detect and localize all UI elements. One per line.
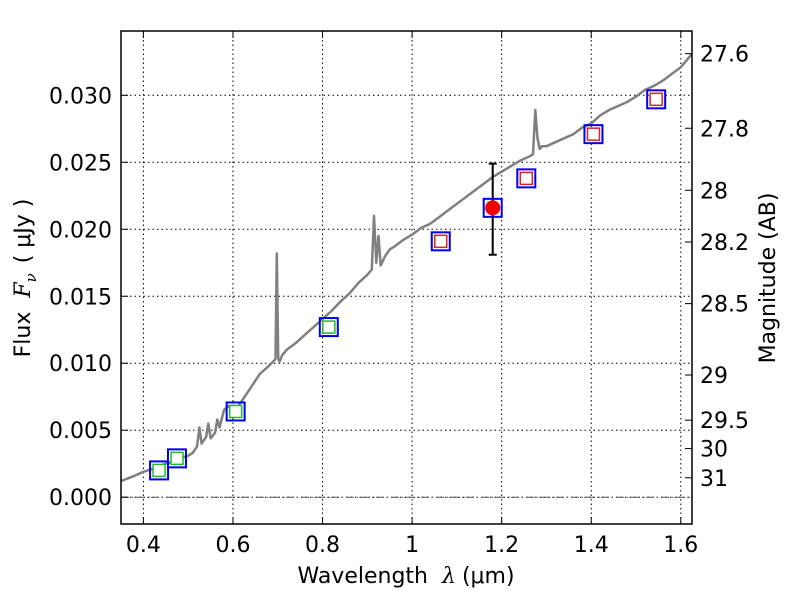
y-axis-ticks: 0.000 0.005 0.010 0.015 0.020 0.025 0.030: [49, 84, 128, 511]
y-tick-label: 0.010: [49, 352, 112, 377]
x-tick-label: 0.8: [305, 533, 340, 558]
measured-marker: [485, 200, 501, 216]
model-box-inner: [434, 234, 448, 249]
measured-box: [482, 197, 503, 218]
right-tick-label: 29: [700, 364, 728, 389]
x-tick-label: 1.4: [574, 533, 609, 558]
y-tick-label: 0.030: [49, 84, 112, 109]
photometry-points: [149, 89, 667, 481]
measured-point: [482, 162, 503, 256]
right-tick-label: 27.8: [700, 117, 749, 142]
right-axis-label: Magnitude (AB): [756, 193, 781, 364]
y-tick-label: 0.020: [49, 218, 112, 243]
grid-lines: [121, 31, 692, 524]
model-box-inner: [170, 451, 184, 466]
photometry-point: [430, 231, 451, 252]
right-tick-label: 28: [700, 179, 728, 204]
y-axis-label: FluxFν( μJy ): [11, 199, 40, 358]
photometry-point: [646, 89, 667, 110]
right-axis-ticks: 27.6 27.8 28 28.2 28.5 29 29.5 30 31: [685, 43, 749, 492]
measured-points: [482, 162, 503, 256]
x-tick-label: 1.2: [484, 533, 519, 558]
plot-frame: [120, 30, 693, 525]
x-tick-label: 1.6: [663, 533, 698, 558]
model-box-outer: [430, 231, 451, 252]
right-tick-label: 28.2: [700, 231, 749, 256]
x-tick-label: 0.4: [126, 533, 161, 558]
model-box-inner: [586, 127, 601, 141]
photometry-point: [583, 124, 604, 145]
y-tick-label: 0.025: [49, 151, 112, 176]
y-tick-label: 0.000: [49, 486, 112, 511]
y-tick-label: 0.015: [49, 285, 112, 310]
spectrum-line: [120, 52, 693, 483]
model-box-inner: [152, 463, 166, 478]
x-axis-ticks: 0.4 0.6 0.8 1 1.2 1.4 1.6: [126, 31, 698, 558]
x-tick-label: 0.6: [215, 533, 250, 558]
photometry-point: [318, 317, 339, 338]
model-box-inner: [322, 320, 336, 334]
x-axis-label: Wavelength λ (μm): [297, 564, 514, 589]
model-box-outer: [583, 124, 604, 145]
model-box-outer: [646, 89, 667, 110]
model-box-outer: [149, 460, 170, 481]
right-tick-label: 29.5: [700, 409, 749, 434]
model-box-outer: [225, 401, 246, 422]
photometry-point: [516, 168, 537, 189]
photometry-point: [166, 448, 187, 469]
photometry-point: [149, 460, 170, 481]
model-box-outer: [516, 168, 537, 189]
x-tick-label: 1: [405, 533, 419, 558]
y-tick-label: 0.005: [49, 419, 112, 444]
right-tick-label: 28.5: [700, 293, 749, 318]
right-tick-label: 27.6: [700, 43, 749, 68]
model-box-inner: [649, 92, 663, 107]
model-box-inner: [519, 171, 534, 186]
right-tick-label: 31: [700, 467, 728, 492]
model-box-outer: [166, 448, 187, 469]
photometry-point: [225, 401, 246, 422]
right-tick-label: 30: [700, 438, 728, 463]
model-box-inner: [228, 404, 243, 419]
model-box-outer: [318, 317, 339, 338]
